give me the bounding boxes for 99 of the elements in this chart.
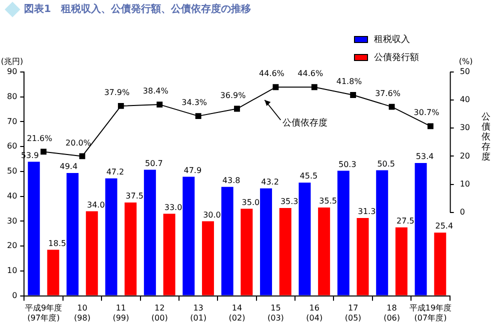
- y2-axis-title: 公債依存度: [282, 117, 328, 128]
- point: [40, 148, 46, 155]
- bar: [318, 208, 330, 296]
- bar: [202, 221, 214, 296]
- bar: [47, 250, 60, 296]
- y-tick-label: 50: [6, 166, 18, 176]
- x-tick-label: 16 (04): [306, 304, 323, 322]
- data-label: 30.7%: [414, 108, 440, 118]
- x-tick-label: 12 (00): [151, 304, 168, 322]
- point: [311, 84, 318, 90]
- point: [388, 104, 395, 110]
- data-label: 35.0: [242, 198, 260, 207]
- chart-title: 図表1 租税収入、公債発行額、公債依存度の推移: [24, 2, 251, 16]
- data-label: 44.6%: [298, 69, 324, 78]
- x-tick-label: 18 (06): [384, 304, 400, 322]
- data-label: 34.0: [86, 200, 105, 210]
- bar: [298, 182, 311, 296]
- y2-tick-label: 20: [460, 151, 470, 160]
- data-label: 38.4%: [142, 86, 169, 96]
- bar: [434, 232, 446, 296]
- bar: [414, 163, 427, 296]
- data-label: 18.5: [48, 238, 66, 248]
- point: [79, 153, 86, 160]
- data-label: 53.4: [416, 152, 434, 162]
- y-tick-label: 40: [6, 191, 18, 200]
- data-label: 43.2: [261, 177, 279, 186]
- data-label: 47.2: [106, 168, 124, 177]
- y-tick-label: 30: [6, 216, 18, 226]
- bar: [221, 186, 234, 296]
- bar: [124, 202, 137, 296]
- bar: [395, 227, 408, 296]
- x-tick-label: 13 (01): [190, 304, 207, 322]
- y2-tick-label: 10: [460, 179, 470, 188]
- bar: [66, 172, 79, 296]
- data-label: 27.5: [396, 216, 414, 226]
- data-label: 44.6%: [258, 69, 285, 78]
- point: [118, 102, 124, 109]
- bar: [86, 211, 98, 296]
- y-tick-label: 70: [6, 116, 18, 126]
- data-label: 41.8%: [336, 77, 362, 86]
- x-tick-label: 14 (02): [228, 304, 246, 322]
- data-label: 33.0: [164, 202, 182, 212]
- text: (%): [458, 57, 473, 66]
- point: [272, 84, 279, 90]
- y2-tick-label: 40: [460, 95, 470, 104]
- bar: [182, 176, 195, 296]
- data-label: 35.3: [280, 197, 298, 206]
- data-label: 43.8: [222, 176, 240, 185]
- data-label: 35.5: [319, 196, 337, 206]
- data-label: 45.5: [300, 172, 318, 181]
- y-tick-label: 20: [6, 241, 18, 250]
- data-label: 50.3: [338, 160, 356, 169]
- y-tick-label: 80: [6, 92, 18, 101]
- x-tick-label: 17 (05): [344, 304, 362, 322]
- data-label: 49.4: [60, 162, 78, 172]
- data-label: 50.7: [145, 158, 163, 168]
- point: [428, 123, 434, 130]
- point: [195, 113, 202, 120]
- legend-label: 租税収入: [374, 34, 410, 46]
- data-label: 50.5: [377, 159, 396, 168]
- data-label: 37.6%: [375, 88, 401, 98]
- x-tick-label: 10 (98): [74, 304, 90, 322]
- data-label: 36.9%: [220, 90, 246, 100]
- bar: [376, 170, 388, 296]
- x-tick-label: 平成9年度 (97年度): [24, 304, 62, 322]
- data-label: 47.9: [184, 166, 202, 175]
- bar: [260, 188, 272, 296]
- y2-tick-label: 30: [460, 123, 470, 132]
- x-tick-label: 11 (99): [112, 304, 130, 322]
- data-label: 20.0%: [66, 138, 92, 148]
- text: 公債依存度: [482, 112, 490, 163]
- bar: [28, 162, 40, 296]
- point: [234, 106, 240, 112]
- y-tick-label: 60: [6, 142, 18, 151]
- y-axis-title: (兆円): [0, 57, 24, 66]
- y2-tick-label: 0: [460, 207, 465, 216]
- bar: [163, 214, 176, 296]
- data-label: 30.0: [203, 210, 221, 220]
- bar: [337, 170, 350, 296]
- data-label: 25.4: [435, 222, 454, 231]
- point: [156, 102, 163, 108]
- x-tick-label: 平成19年度 (07年度): [409, 304, 452, 322]
- point: [350, 92, 356, 98]
- y2-tick-label: 50: [460, 67, 470, 76]
- bar: [279, 208, 292, 296]
- data-label: 34.3%: [182, 98, 208, 108]
- legend-label: 公債発行額: [374, 52, 419, 64]
- data-label: 37.9%: [104, 88, 130, 98]
- x-tick-label: 15 (03): [267, 304, 284, 322]
- bar: [105, 178, 118, 296]
- bar: [356, 218, 369, 296]
- bar: [144, 170, 156, 296]
- bar: [240, 208, 253, 296]
- data-label: 37.5: [126, 192, 144, 201]
- data-label: 21.6%: [26, 134, 53, 143]
- y-tick-label: 90: [6, 67, 18, 76]
- y-tick-label: 0: [12, 290, 18, 300]
- data-label: 31.3: [358, 207, 376, 216]
- y-tick-label: 10: [6, 266, 18, 276]
